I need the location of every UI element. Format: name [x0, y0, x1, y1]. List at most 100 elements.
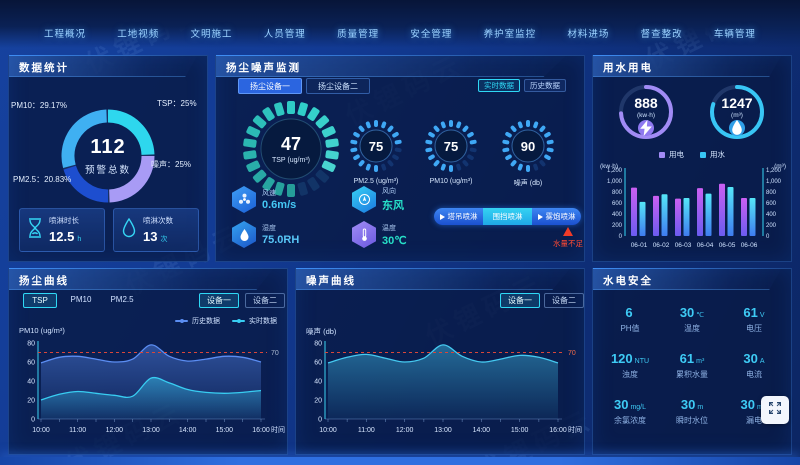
water-unit: (m³)	[731, 112, 743, 119]
gauge-value: 75	[368, 138, 384, 154]
expand-button[interactable]	[761, 396, 789, 424]
svg-text:1,200: 1,200	[607, 168, 623, 174]
nav-item-site-video[interactable]: 工地视频	[117, 29, 160, 40]
realtime-data-button[interactable]: 实时数据	[478, 79, 520, 92]
svg-text:600: 600	[766, 201, 777, 207]
card-unit: h	[77, 235, 82, 243]
legend-history[interactable]: 历史数据	[175, 316, 220, 326]
svg-text:12:00: 12:00	[396, 427, 414, 434]
svg-text:40: 40	[314, 379, 322, 386]
pm25-gauge: 75	[348, 118, 404, 174]
tower-crane-spray-button[interactable]: 塔吊喷淋	[434, 208, 483, 225]
history-data-button[interactable]: 历史数据	[524, 79, 566, 92]
nav-item-curing-room[interactable]: 养护室监控	[483, 29, 537, 40]
tab-dust-device-1[interactable]: 扬尘设备一	[238, 78, 302, 94]
metric-unit: A	[759, 358, 765, 365]
card-value: 13	[143, 228, 158, 244]
y-axis-label: PM10 (ug/m³)	[19, 326, 65, 335]
svg-text:16:00: 16:00	[549, 427, 567, 434]
noise-line-chart: 0 20 40 60 80 10:00 11:00 12:00 13:00 14:00 15:00 1…	[314, 341, 582, 435]
tab-device-1[interactable]: 设备一	[199, 293, 239, 308]
warning-total-value: 112	[90, 136, 126, 158]
gauge-unit: (db)	[529, 180, 543, 187]
svg-text:200: 200	[612, 223, 623, 229]
metric-current: 30 A 电流	[723, 351, 785, 380]
svg-text:06-04: 06-04	[697, 242, 714, 249]
nav-item-vehicle[interactable]: 车辆管理	[713, 29, 756, 40]
panel-title: 数据统计	[19, 62, 69, 74]
svg-text:06-03: 06-03	[675, 242, 692, 249]
legend-electricity[interactable]: 用电	[659, 149, 684, 160]
donut-label-tsp: TSP：25%	[157, 99, 197, 108]
nav-item-personnel[interactable]: 人员管理	[263, 29, 306, 40]
warning-donut-chart: 112 预警总数	[56, 104, 160, 208]
gauge-ring	[243, 101, 339, 197]
warning-triangle-icon	[563, 227, 573, 236]
gauge-ring	[425, 120, 477, 172]
nav-item-civilized-construction[interactable]: 文明施工	[190, 29, 233, 40]
tab-device-2[interactable]: 设备二	[544, 293, 584, 308]
gauge-unit: (ug/m³)	[375, 178, 399, 185]
safety-metrics-grid: 6 PH值 30 ℃ 温度 61 V 电压 120 NTU 浊度 61 m³ 累积水量 30 A 电流…	[599, 305, 785, 426]
panel-header: 扬尘曲线	[9, 269, 274, 290]
card-label: 喷淋时长	[49, 215, 79, 225]
spray-button-label: 围挡喷淋	[492, 212, 523, 221]
water-ring-gauge: 1247 (m³)	[705, 80, 769, 144]
spray-count-card: 喷淋次数 13 次	[113, 208, 199, 252]
metric-chlorine: 30 mg/L 余氯浓度	[599, 397, 661, 426]
play-icon	[537, 213, 543, 220]
water-drop-icon	[729, 120, 745, 136]
bottom-glow-bar	[0, 457, 800, 465]
svg-text:400: 400	[612, 212, 623, 218]
fence-spray-button[interactable]: 围挡喷淋	[483, 208, 532, 225]
top-nav: 工程概况 工地视频 文明施工 人员管理 质量管理 安全管理 养护室监控 材料进场…	[0, 0, 800, 48]
weather-value: 75.0RH	[262, 234, 300, 246]
donut-label-noise: 噪声：25%	[151, 160, 192, 169]
tab-device-2[interactable]: 设备二	[245, 293, 285, 308]
legend-label: 用电	[669, 150, 684, 159]
tab-device-1[interactable]: 设备一	[500, 293, 540, 308]
gauge-center: 47 TSP (ug/m³)	[241, 99, 341, 199]
metric-label: PH值	[620, 324, 640, 333]
svg-text:16:00: 16:00	[252, 427, 270, 434]
electricity-swatch	[659, 151, 665, 158]
nav-item-inspection[interactable]: 督查整改	[640, 29, 683, 40]
metric-value: 30	[613, 397, 629, 412]
panel-header: 用水用电	[593, 56, 782, 77]
metric-unit: V	[759, 312, 765, 319]
legend-water[interactable]: 用水	[700, 149, 725, 160]
metric-turbidity: 120 NTU 浊度	[599, 351, 661, 380]
tab-pm25[interactable]: PM2.5	[110, 295, 134, 304]
tab-tsp[interactable]: TSP	[23, 293, 57, 308]
tab-dust-device-2[interactable]: 扬尘设备二	[306, 78, 370, 94]
panel-header: 水电安全	[593, 269, 782, 290]
nav-item-overview[interactable]: 工程概况	[44, 29, 87, 40]
gauge-value: 90	[520, 138, 536, 154]
tab-pm10[interactable]: PM10	[70, 295, 92, 304]
play-icon	[439, 213, 445, 220]
card-label: 喷淋次数	[143, 215, 173, 225]
thermometer-icon	[352, 221, 376, 248]
svg-text:15:00: 15:00	[216, 427, 234, 434]
hourglass-icon	[27, 217, 43, 243]
droplet-icon	[121, 217, 137, 243]
svg-text:80: 80	[314, 341, 322, 348]
metric-label: 温度	[684, 324, 700, 333]
svg-text:20: 20	[27, 398, 35, 405]
svg-text:(m³): (m³)	[774, 163, 786, 170]
svg-text:800: 800	[766, 190, 777, 196]
nav-item-material-entry[interactable]: 材料进场	[567, 29, 610, 40]
gauge-label: PM2.5	[353, 178, 374, 185]
usage-bar-chart: 0 0 200 200 400 400 600 600 800 800 1,000 1,000 1,20…	[600, 163, 786, 249]
nav-item-safety[interactable]: 安全管理	[410, 29, 453, 40]
legend-realtime[interactable]: 实时数据	[232, 316, 277, 326]
svg-text:0: 0	[318, 417, 322, 424]
panel-title: 噪声曲线	[306, 275, 356, 287]
electricity-value: 888	[634, 95, 658, 111]
metric-cumulative-water: 61 m³ 累积水量	[661, 351, 723, 380]
nav-item-quality[interactable]: 质量管理	[337, 29, 380, 40]
metric-value: 61	[743, 305, 758, 320]
metric-unit: ℃	[696, 312, 705, 319]
fog-cannon-spray-button[interactable]: 雾炮喷淋	[532, 208, 581, 225]
